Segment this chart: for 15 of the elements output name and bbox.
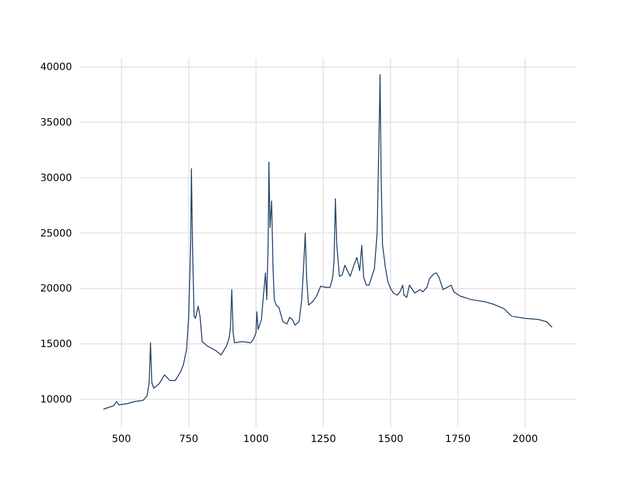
y-tick-label: 35000	[40, 117, 72, 128]
x-tick-label: 1500	[378, 434, 404, 446]
y-tick-label: 20000	[40, 284, 72, 295]
line-series	[102, 74, 553, 410]
y-tick-label: 15000	[40, 339, 72, 350]
y-tick-label: 10000	[40, 394, 72, 406]
y-tick-label: 40000	[40, 62, 72, 74]
y-tick-label: 25000	[40, 228, 72, 240]
x-tick-label: 2000	[512, 434, 538, 446]
x-tick-label: 750	[179, 434, 198, 446]
y-tick-label: 30000	[40, 172, 72, 184]
x-tick-label: 1750	[445, 434, 471, 446]
x-tick-label: 1000	[243, 434, 269, 446]
x-tick-label: 1250	[310, 434, 336, 446]
x-tick-label: 500	[112, 434, 131, 446]
